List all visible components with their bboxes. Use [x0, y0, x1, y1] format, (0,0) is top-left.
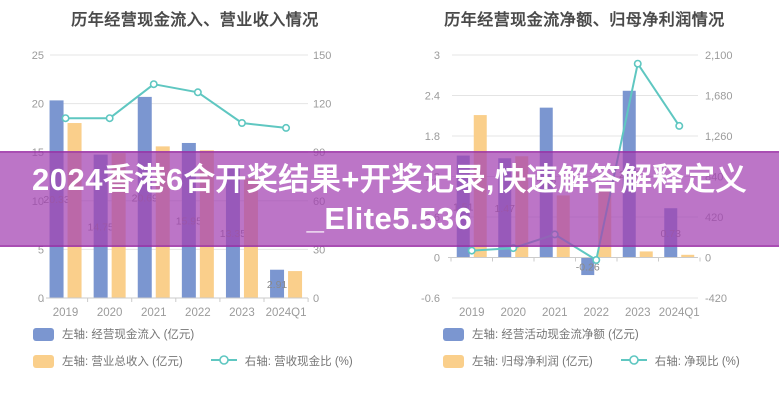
x-axis-label: 2020: [500, 307, 526, 319]
line-point-marker: [237, 119, 246, 128]
banner-line-1: 2024香港6合开奖结果+开奖记录,快速解答解释定义: [32, 162, 747, 197]
right-axis-label: -420: [705, 293, 727, 305]
legend-item-net-profit[interactable]: 左轴: 归母净利润 (亿元): [443, 353, 593, 369]
line-point-marker: [633, 59, 642, 68]
legend-line-marker-icon: [210, 354, 237, 369]
legend-label: 右轴: 净现比 (%): [654, 356, 740, 368]
bar: [270, 269, 285, 298]
banner-line-2: _Elite5.536: [306, 201, 473, 236]
right-axis-label: 120: [313, 99, 331, 111]
left-axis-label: 0: [38, 293, 44, 305]
line-point-marker: [675, 121, 684, 130]
x-axis-label: 2023: [229, 307, 255, 319]
legend-label: 左轴: 归母净利润 (亿元): [472, 356, 593, 368]
left-axis-label: -0.6: [421, 293, 440, 305]
right-axis-label: 1,260: [705, 131, 733, 143]
x-axis-label: 2019: [459, 307, 485, 319]
legend-swatch-orange-icon: [33, 354, 54, 368]
ratio-line-series: [61, 80, 291, 132]
right-axis-label: 2,100: [705, 50, 733, 62]
left-axis-label: 5: [38, 244, 44, 256]
right-axis-label: 0: [313, 293, 319, 305]
x-axis-label: 2024Q1: [266, 307, 307, 319]
x-axis-label: 2022: [583, 307, 609, 319]
legend-item-total-revenue[interactable]: 左轴: 营业总收入 (亿元): [33, 353, 183, 369]
line-point-marker: [61, 114, 70, 123]
bar-value-label: -0.26: [576, 261, 600, 273]
overlay-banner: 2024香港6合开奖结果+开奖记录,快速解答解释定义 _Elite5.536: [0, 151, 779, 247]
bar: [639, 251, 653, 258]
line-point-marker: [193, 88, 202, 97]
x-axis-labels: 2019 2020 2021 2022 2023 2024Q1: [53, 307, 307, 319]
left-axis-label: 25: [32, 50, 44, 62]
bar: [288, 271, 303, 298]
line-point-marker: [467, 246, 476, 255]
bar-value-label: 2.91: [267, 279, 288, 291]
left-axis-label: 3: [434, 50, 440, 62]
legend-label: 左轴: 经营活动现金流净额 (亿元): [472, 329, 639, 341]
ratio-line: [471, 62, 681, 261]
right-axis-label: 150: [313, 50, 331, 62]
legend-swatch-blue-icon: [443, 327, 464, 341]
line-point-marker: [105, 114, 114, 123]
legend-item-cash-revenue-ratio[interactable]: 右轴: 营收现金比 (%): [210, 353, 353, 369]
bar: [581, 257, 595, 276]
right-axis-label: 30: [313, 244, 325, 256]
left-axis-label: 1.8: [425, 131, 440, 143]
x-axis-label: 2020: [97, 307, 123, 319]
line-point-marker: [149, 80, 158, 89]
legend-swatch-blue-icon: [33, 327, 54, 341]
ratio-line: [65, 83, 287, 129]
x-axis-label: 2021: [141, 307, 167, 319]
legend-item-net-operating-cashflow[interactable]: 左轴: 经营活动现金流净额 (亿元): [443, 326, 639, 342]
x-axis-label: 2022: [185, 307, 211, 319]
chart-title: 历年经营现金流净额、归母净利润情况: [444, 12, 725, 29]
x-axis-label: 2019: [53, 307, 79, 319]
bar: [681, 254, 695, 258]
x-axis-label: 2021: [542, 307, 568, 319]
x-axis-label: 2023: [625, 307, 651, 319]
legend-label: 左轴: 营业总收入 (亿元): [62, 356, 183, 368]
left-axis-label: 2.4: [425, 91, 440, 103]
line-point-marker: [592, 255, 601, 264]
x-axis-label: 2024Q1: [659, 307, 700, 319]
legend-swatch-orange-icon: [443, 354, 464, 368]
left-axis-label: 20: [32, 99, 44, 111]
right-axis-label: 0: [705, 253, 711, 265]
right-axis-label: 1,680: [705, 91, 733, 103]
legend-item-cash-inflow[interactable]: 左轴: 经营现金流入 (亿元): [33, 326, 194, 342]
chart-legend: 左轴: 经营活动现金流净额 (亿元) 左轴: 归母净利润 (亿元) 右轴: 净现…: [443, 326, 740, 380]
left-axis-label: 0: [434, 253, 440, 265]
x-axis: [43, 297, 309, 302]
legend-label: 右轴: 营收现金比 (%): [244, 356, 353, 368]
legend-item-net-cash-ratio[interactable]: 右轴: 净现比 (%): [620, 353, 740, 369]
x-axis-labels: 2019 2020 2021 2022 2023 2024Q1: [459, 307, 700, 319]
chart-title: 历年经营现金流入、营业收入情况: [71, 12, 319, 29]
chart-legend: 左轴: 经营现金流入 (亿元) 左轴: 营业总收入 (亿元) 右轴: 营收现金比…: [33, 326, 353, 380]
legend-line-marker-icon: [620, 354, 647, 369]
line-point-marker: [282, 123, 291, 132]
legend-label: 左轴: 经营现金流入 (亿元): [62, 329, 195, 341]
x-axis: [448, 257, 701, 262]
